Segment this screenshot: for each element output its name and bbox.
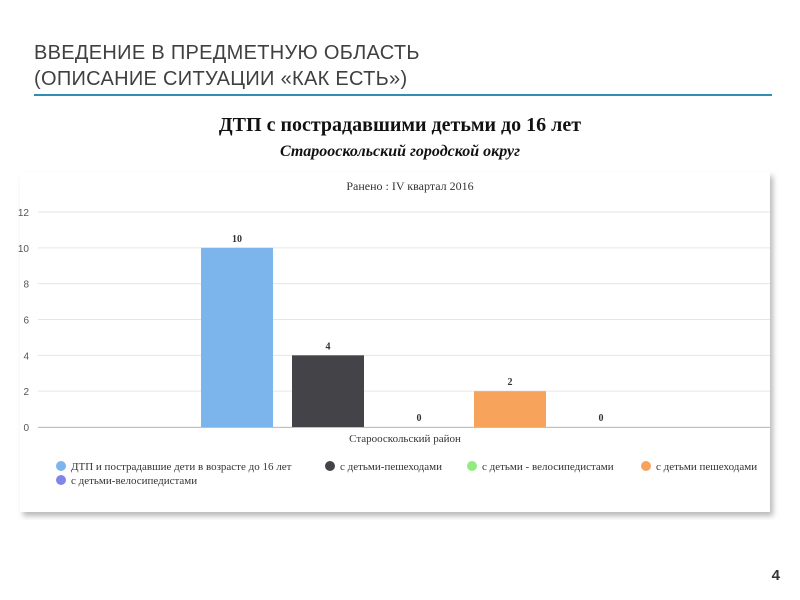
legend-marker — [56, 475, 66, 485]
legend-label: с детьми-велосипедистами — [71, 475, 197, 487]
chart-frame: Ранено : IV квартал 2016 0 2 4 6 8 10 12 10 4 0 2 0 С… — [0, 170, 800, 520]
y-tick-label: 4 — [23, 351, 29, 362]
legend-label: с детьми - велосипедистами — [482, 461, 614, 473]
data-label: 4 — [326, 341, 331, 352]
slide-title-line-1: ВВЕДЕНИЕ В ПРЕДМЕТНУЮ ОБЛАСТЬ — [34, 42, 420, 64]
chart-title: Ранено : IV квартал 2016 — [346, 179, 473, 193]
bar — [292, 355, 364, 427]
y-tick-label: 8 — [23, 280, 29, 291]
legend-marker — [325, 461, 335, 471]
y-tick-label: 0 — [23, 423, 29, 434]
data-label: 10 — [232, 234, 242, 245]
title-accent-line — [34, 94, 772, 96]
bar — [201, 247, 273, 427]
chart-subheading: Старооскольский городской округ — [279, 143, 521, 160]
legend-marker — [641, 461, 651, 471]
legend-label: с детьми-пешеходами — [340, 461, 442, 473]
legend-label: ДТП и пострадавшие дети в возрасте до 16… — [71, 461, 292, 473]
bar — [474, 391, 546, 427]
legend-label: с детьми пешеходами — [656, 461, 757, 473]
x-axis-label: Старооскольский район — [349, 433, 461, 445]
chart-plot: Ранено : IV квартал 2016 0 2 4 6 8 10 12 10 4 0 2 0 С… — [18, 179, 770, 487]
y-tick-label: 2 — [23, 387, 29, 398]
legend-marker — [56, 461, 66, 471]
page-number: 4 — [771, 567, 780, 584]
bar-chart: Ранено : IV квартал 2016 0 2 4 6 8 10 12 10 4 0 2 0 С… — [18, 172, 770, 512]
y-tick-label: 6 — [23, 316, 29, 327]
y-tick-label: 12 — [18, 208, 30, 219]
legend-marker — [467, 461, 477, 471]
chart-heading: ДТП с пострадавшими детьми до 16 лет — [218, 114, 582, 136]
chart-panel — [20, 172, 770, 512]
y-tick-label: 10 — [18, 244, 30, 255]
data-label: 2 — [508, 377, 513, 388]
data-label: 0 — [599, 413, 604, 424]
slide-title-line-2: (ОПИСАНИЕ СИТУАЦИИ «КАК ЕСТЬ») — [34, 68, 408, 90]
slide-title: ВВЕДЕНИЕ В ПРЕДМЕТНУЮ ОБЛАСТЬ (ОПИСАНИЕ … — [34, 40, 634, 92]
data-label: 0 — [417, 413, 422, 424]
